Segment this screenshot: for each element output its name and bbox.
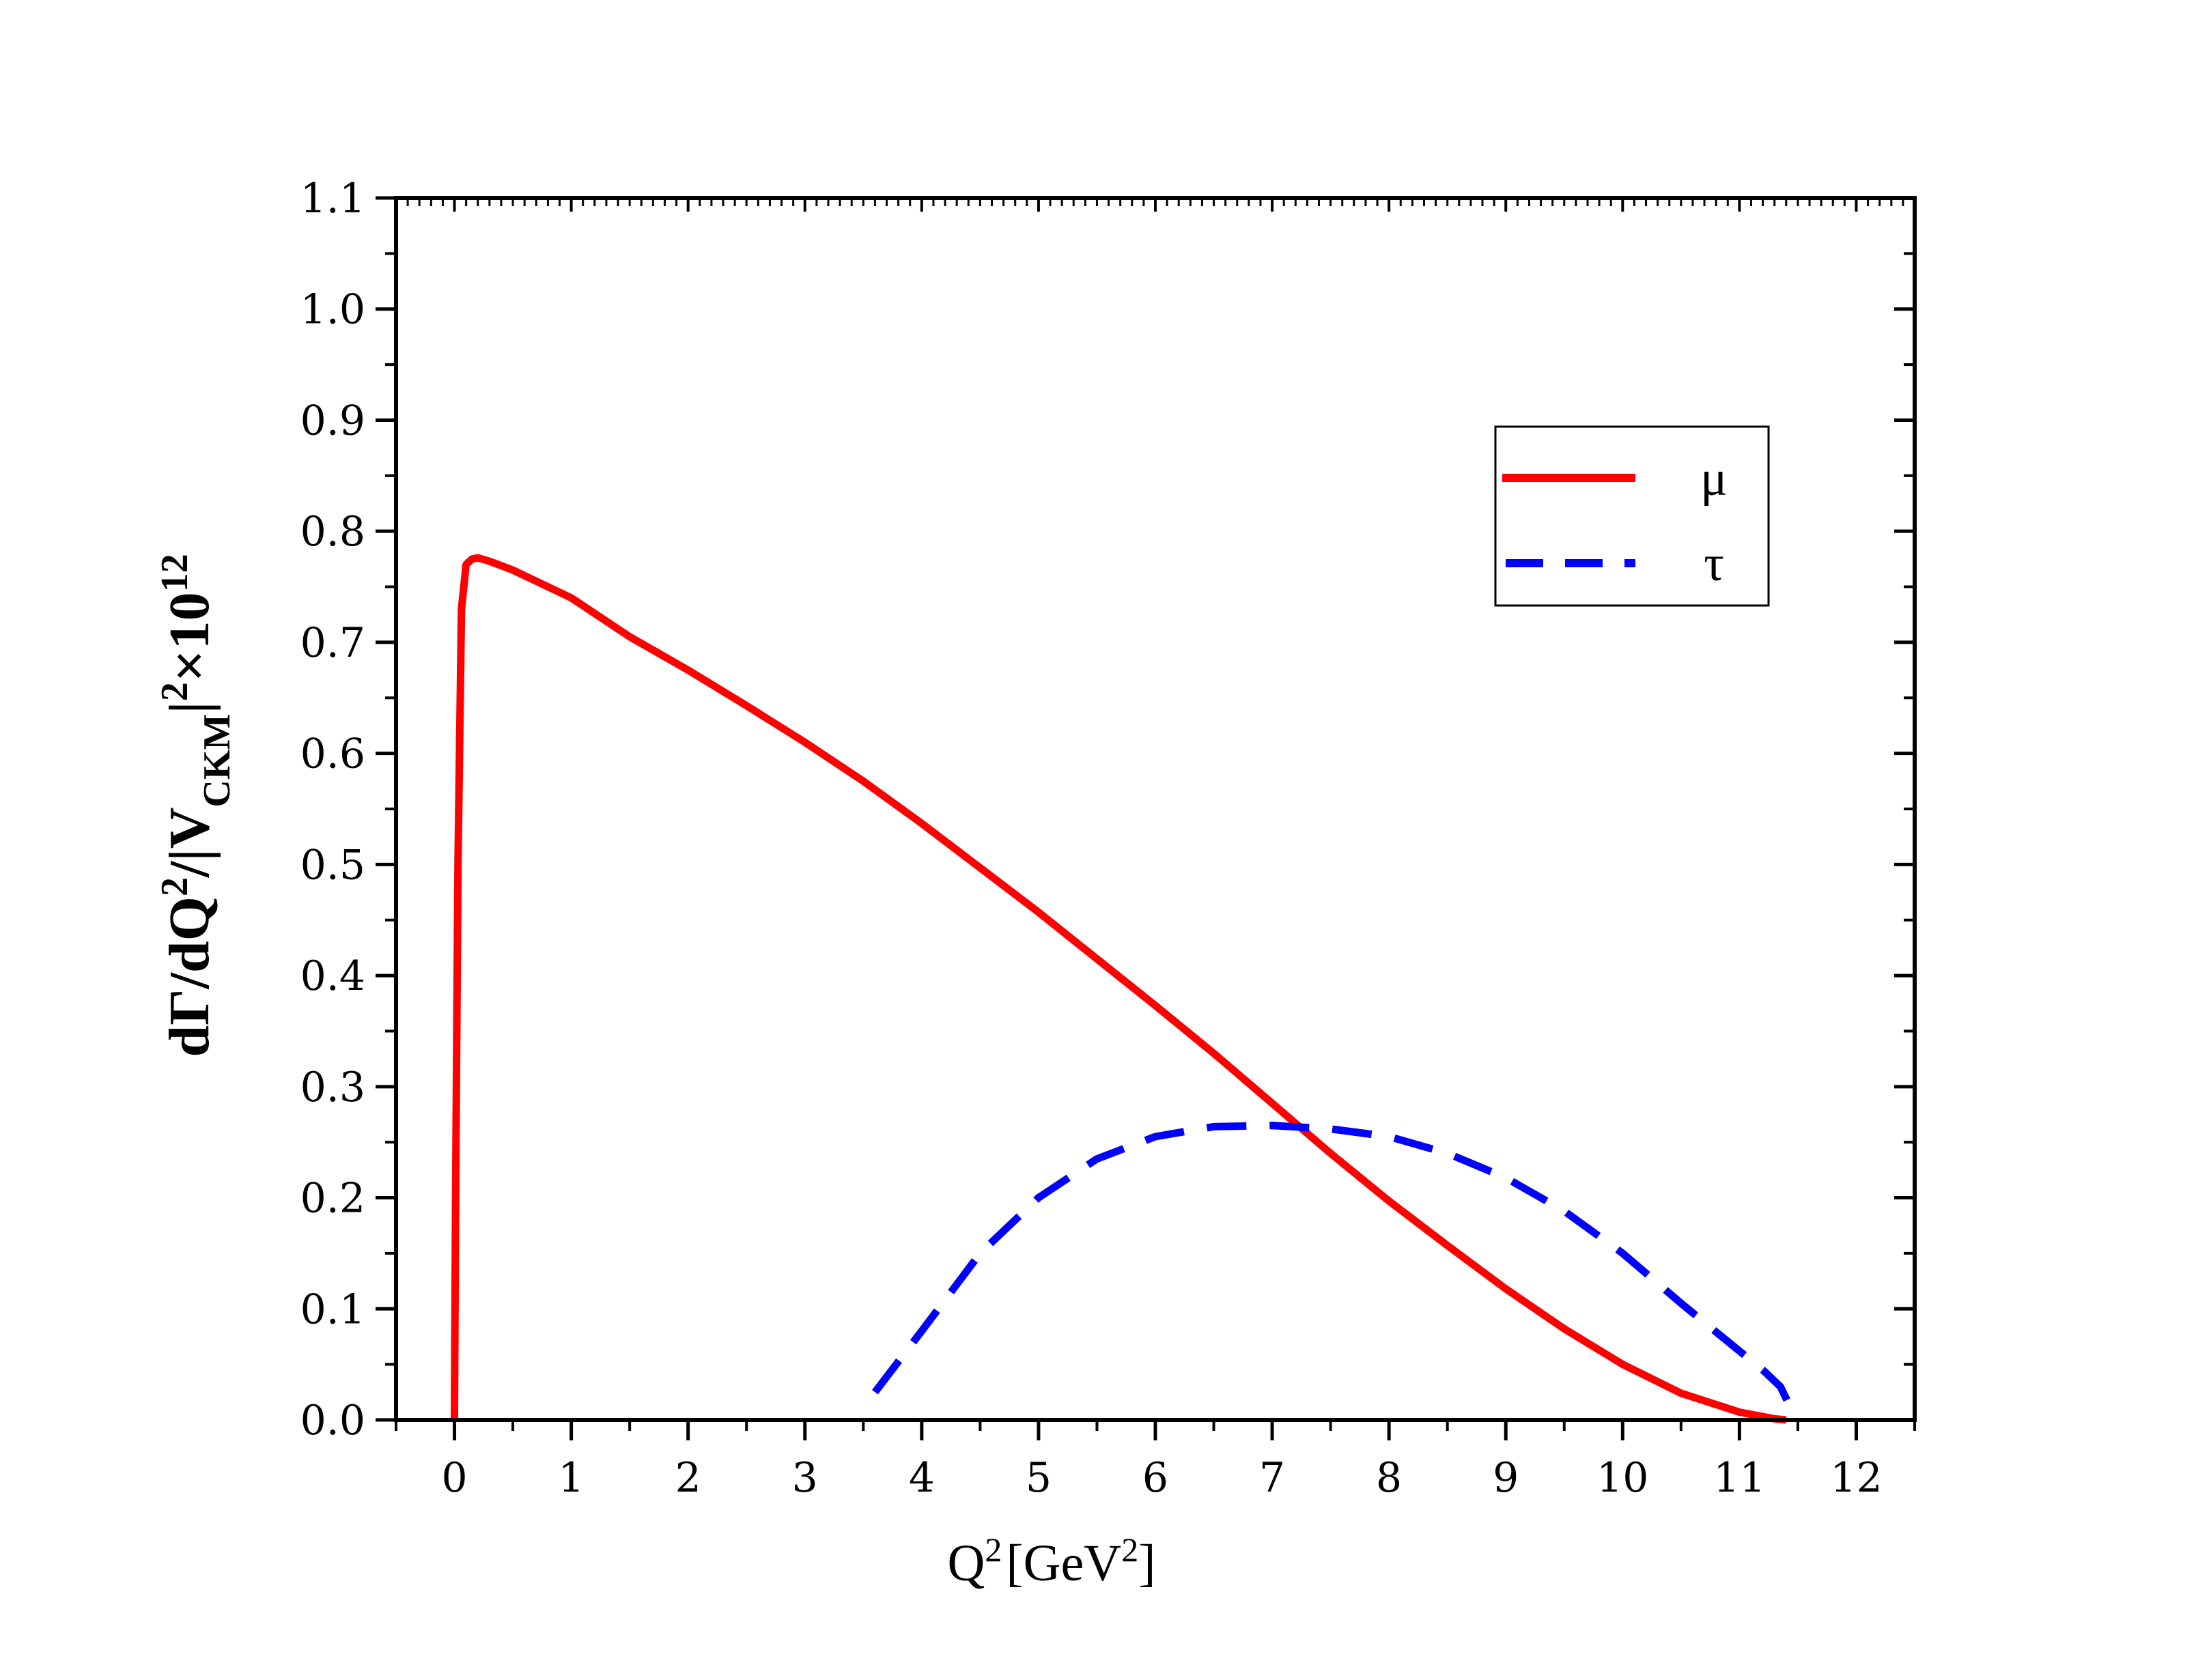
series-mu-line [451,554,1787,1424]
y-tick-label: 0.7 [300,619,365,667]
legend-box [1494,425,1770,607]
x-tick-label: 10 [1596,1454,1648,1502]
y-axis-title-sub: CKM [196,714,238,808]
x-tick-label: 6 [1142,1454,1168,1502]
x-tick-label: 9 [1493,1454,1519,1502]
x-tick-label: 4 [909,1454,935,1502]
x-tick-label: 1 [559,1454,585,1502]
series-layer [451,554,1796,1424]
x-tick-labels: 0 1 2 3 4 5 6 7 8 9 10 11 12 [441,1454,1882,1502]
x-tick-label: 12 [1830,1454,1882,1502]
x-axis-title-main: Q [947,1535,985,1592]
y-tick-labels: 0.0 0.1 0.2 0.3 0.4 0.5 0.6 0.7 0.8 0.9 1.0 1.1 [300,175,365,1444]
y-tick-label: 0.4 [300,952,365,1000]
x-axis-title: Q2[GeV2] [947,1530,1155,1592]
y-axis-title: dΓ/dQ2/|VCKM|2×1012 [154,554,238,1057]
y-tick-label: 1.0 [300,286,365,334]
y-tick-label: 0.3 [300,1064,365,1111]
legend: μ τ [1494,425,1770,607]
x-axis-title-sup2: 2 [1121,1530,1138,1569]
legend-mu-label: μ [1700,451,1728,507]
y-tick-label: 0.1 [300,1285,365,1333]
x-tick-label: 5 [1026,1454,1052,1502]
x-tick-label: 8 [1376,1454,1402,1502]
y-tick-label: 0.0 [300,1397,365,1444]
x-axis-title-close: ] [1138,1535,1155,1592]
y-axis-title-part1: dΓ/dQ [158,896,221,1057]
y-tick-label: 0.9 [300,397,365,444]
x-tick-label: 2 [675,1454,701,1502]
x-tick-label: 0 [441,1454,467,1502]
y-axis-title-part2: /|V [158,808,221,879]
y-axis-title-sup1: 2 [154,877,196,896]
y-axis-title-part4: ×10 [158,592,221,682]
plot-frame [394,196,1917,1422]
y-axis-title-sup3: 12 [154,554,196,592]
y-axis-title-part3: | [158,701,221,714]
x-tick-label: 11 [1713,1454,1765,1502]
series-tau-line [872,1122,1796,1421]
x-axis-title-sup1: 2 [985,1530,1002,1569]
legend-tau-label: τ [1704,536,1724,592]
y-tick-label: 0.2 [300,1175,365,1223]
y-tick-label: 0.8 [300,508,365,556]
x-tick-label: 3 [792,1454,818,1502]
y-tick-label: 0.5 [300,841,365,889]
x-tick-label: 7 [1259,1454,1285,1502]
y-tick-label: 0.6 [300,730,365,778]
y-tick-label: 1.1 [300,175,365,223]
x-axis-title-unit: [GeV [1006,1535,1121,1592]
y-axis-title-sup2: 2 [154,682,196,701]
